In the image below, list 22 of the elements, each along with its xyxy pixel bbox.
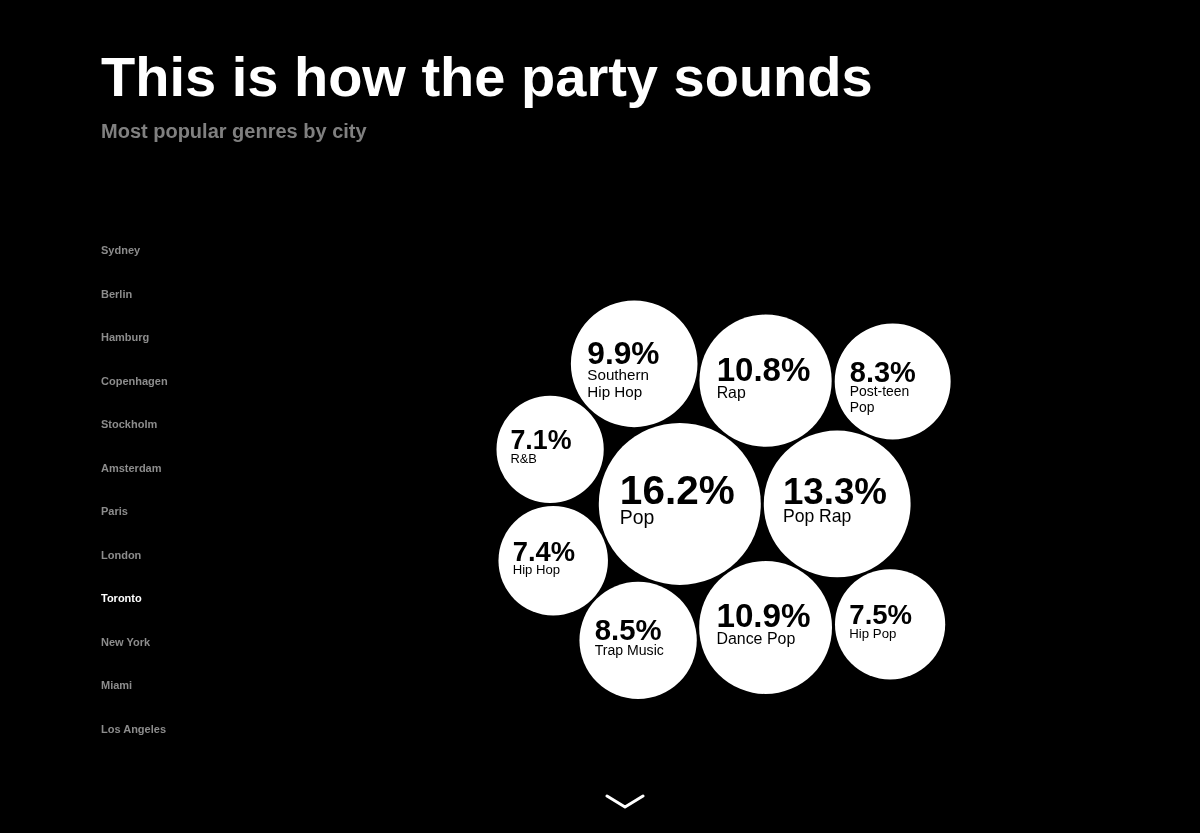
text: This is how the party sounds	[101, 45, 873, 108]
category-label: Berlin	[101, 287, 133, 300]
category-label: Post-teen Pop	[849, 383, 910, 416]
category-label: Sydney	[101, 244, 142, 256]
category-label: Hip Hop	[512, 562, 561, 578]
category-label: Hip Pop	[849, 625, 897, 641]
category-label: Miami	[101, 679, 133, 692]
text: Most popular genres by city	[101, 120, 368, 142]
category-label: Stockholm	[101, 418, 158, 431]
category-label: R&B	[510, 450, 537, 466]
category-label: Amsterdam	[101, 461, 162, 474]
category-label: Toronto	[101, 592, 142, 605]
category-label: Trap Music	[594, 642, 664, 659]
category-label: Rap	[716, 383, 746, 401]
category-label: London	[101, 548, 142, 561]
category-label: Copenhagen	[101, 374, 168, 387]
category-label: Hamburg	[101, 331, 150, 344]
category-label: Los Angeles	[101, 723, 166, 735]
category-label: Southern Hip Hop	[587, 365, 649, 401]
category-label: Paris	[101, 505, 128, 518]
category-label: New York	[101, 635, 151, 648]
category-label: Dance Pop	[716, 630, 796, 648]
